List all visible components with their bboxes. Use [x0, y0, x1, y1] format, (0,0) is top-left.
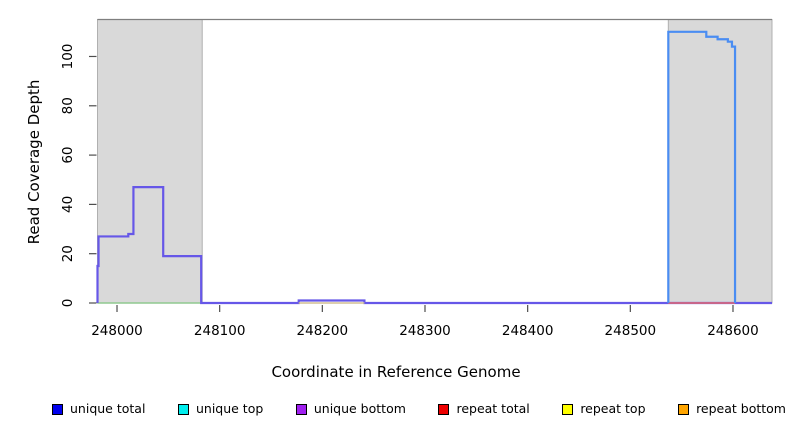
x-tick-label: 248000 [91, 323, 143, 339]
series-line-unique-coverage-steps [96, 186, 772, 305]
left-repeat-region [97, 19, 203, 304]
legend-swatch-icon [177, 403, 189, 415]
legend-swatch-icon [295, 403, 307, 415]
x-axis-title: Coordinate in Reference Genome [271, 363, 521, 381]
y-tick-label: 40 [60, 196, 76, 213]
legend-item-unique-total: unique total [52, 400, 146, 416]
legend-swatch-icon [438, 403, 450, 415]
x-tick-label: 248200 [297, 323, 349, 339]
y-tick-label: 60 [60, 146, 76, 163]
x-tick-label: 248100 [194, 323, 246, 339]
y-tick-label: 100 [60, 44, 76, 70]
legend-item-repeat-total: repeat total [438, 400, 530, 416]
legend-item-unique-bottom: unique bottom [295, 400, 406, 416]
legend-label: repeat top [580, 400, 646, 416]
x-tick-label: 248400 [502, 323, 554, 339]
legend-label: repeat total [456, 400, 530, 416]
chart-legend: unique total unique top unique bottom repea… [52, 399, 786, 419]
x-tick-label: 248500 [605, 323, 657, 339]
legend-label: unique top [195, 400, 264, 416]
y-axis-title: Read Coverage Depth [25, 79, 43, 245]
legend-swatch-icon [52, 403, 63, 415]
x-tick-label: 248300 [399, 323, 451, 339]
legend-label: unique bottom [313, 400, 406, 416]
legend-item-repeat-bottom: repeat bottom [678, 400, 786, 416]
y-tick-label: 80 [60, 97, 76, 114]
y-tick-label: 0 [60, 299, 76, 308]
x-tick-label: 248600 [707, 323, 759, 339]
legend-swatch-icon [562, 403, 574, 415]
legend-item-unique-top: unique top [177, 400, 264, 416]
legend-swatch-icon [678, 403, 690, 415]
legend-item-repeat-top: repeat top [562, 400, 646, 416]
legend-label: unique total [70, 400, 146, 416]
series-line-unique-total-spike [667, 30, 737, 303]
y-tick-label: 20 [60, 245, 76, 262]
right-repeat-region [667, 19, 773, 304]
legend-label: repeat bottom [696, 400, 786, 416]
